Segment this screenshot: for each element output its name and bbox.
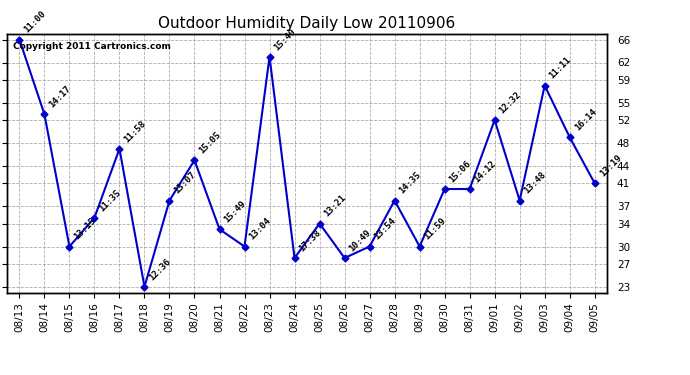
Text: 13:07: 13:07 [172,171,198,196]
Text: 16:14: 16:14 [573,107,598,133]
Text: 13:19: 13:19 [598,153,623,178]
Text: 11:58: 11:58 [122,119,148,144]
Text: 13:21: 13:21 [322,194,348,219]
Title: Outdoor Humidity Daily Low 20110906: Outdoor Humidity Daily Low 20110906 [159,16,455,31]
Text: 12:32: 12:32 [497,90,523,116]
Text: 15:49: 15:49 [222,199,248,225]
Text: 15:06: 15:06 [448,159,473,184]
Text: 15:40: 15:40 [273,27,298,52]
Text: 13:48: 13:48 [522,171,548,196]
Text: 13:04: 13:04 [248,216,273,242]
Text: 10:49: 10:49 [348,228,373,254]
Text: 11:35: 11:35 [97,188,123,213]
Text: 12:36: 12:36 [148,257,172,282]
Text: 14:17: 14:17 [48,84,72,109]
Text: 11:11: 11:11 [548,56,573,81]
Text: Copyright 2011 Cartronics.com: Copyright 2011 Cartronics.com [13,42,171,51]
Text: 14:35: 14:35 [397,171,423,196]
Text: 14:12: 14:12 [473,159,498,184]
Text: 13:15: 13:15 [72,216,98,242]
Text: 11:00: 11:00 [22,9,48,35]
Text: 13:54: 13:54 [373,216,398,242]
Text: 15:05: 15:05 [197,130,223,156]
Text: 17:38: 17:38 [297,228,323,254]
Text: 11:59: 11:59 [422,216,448,242]
